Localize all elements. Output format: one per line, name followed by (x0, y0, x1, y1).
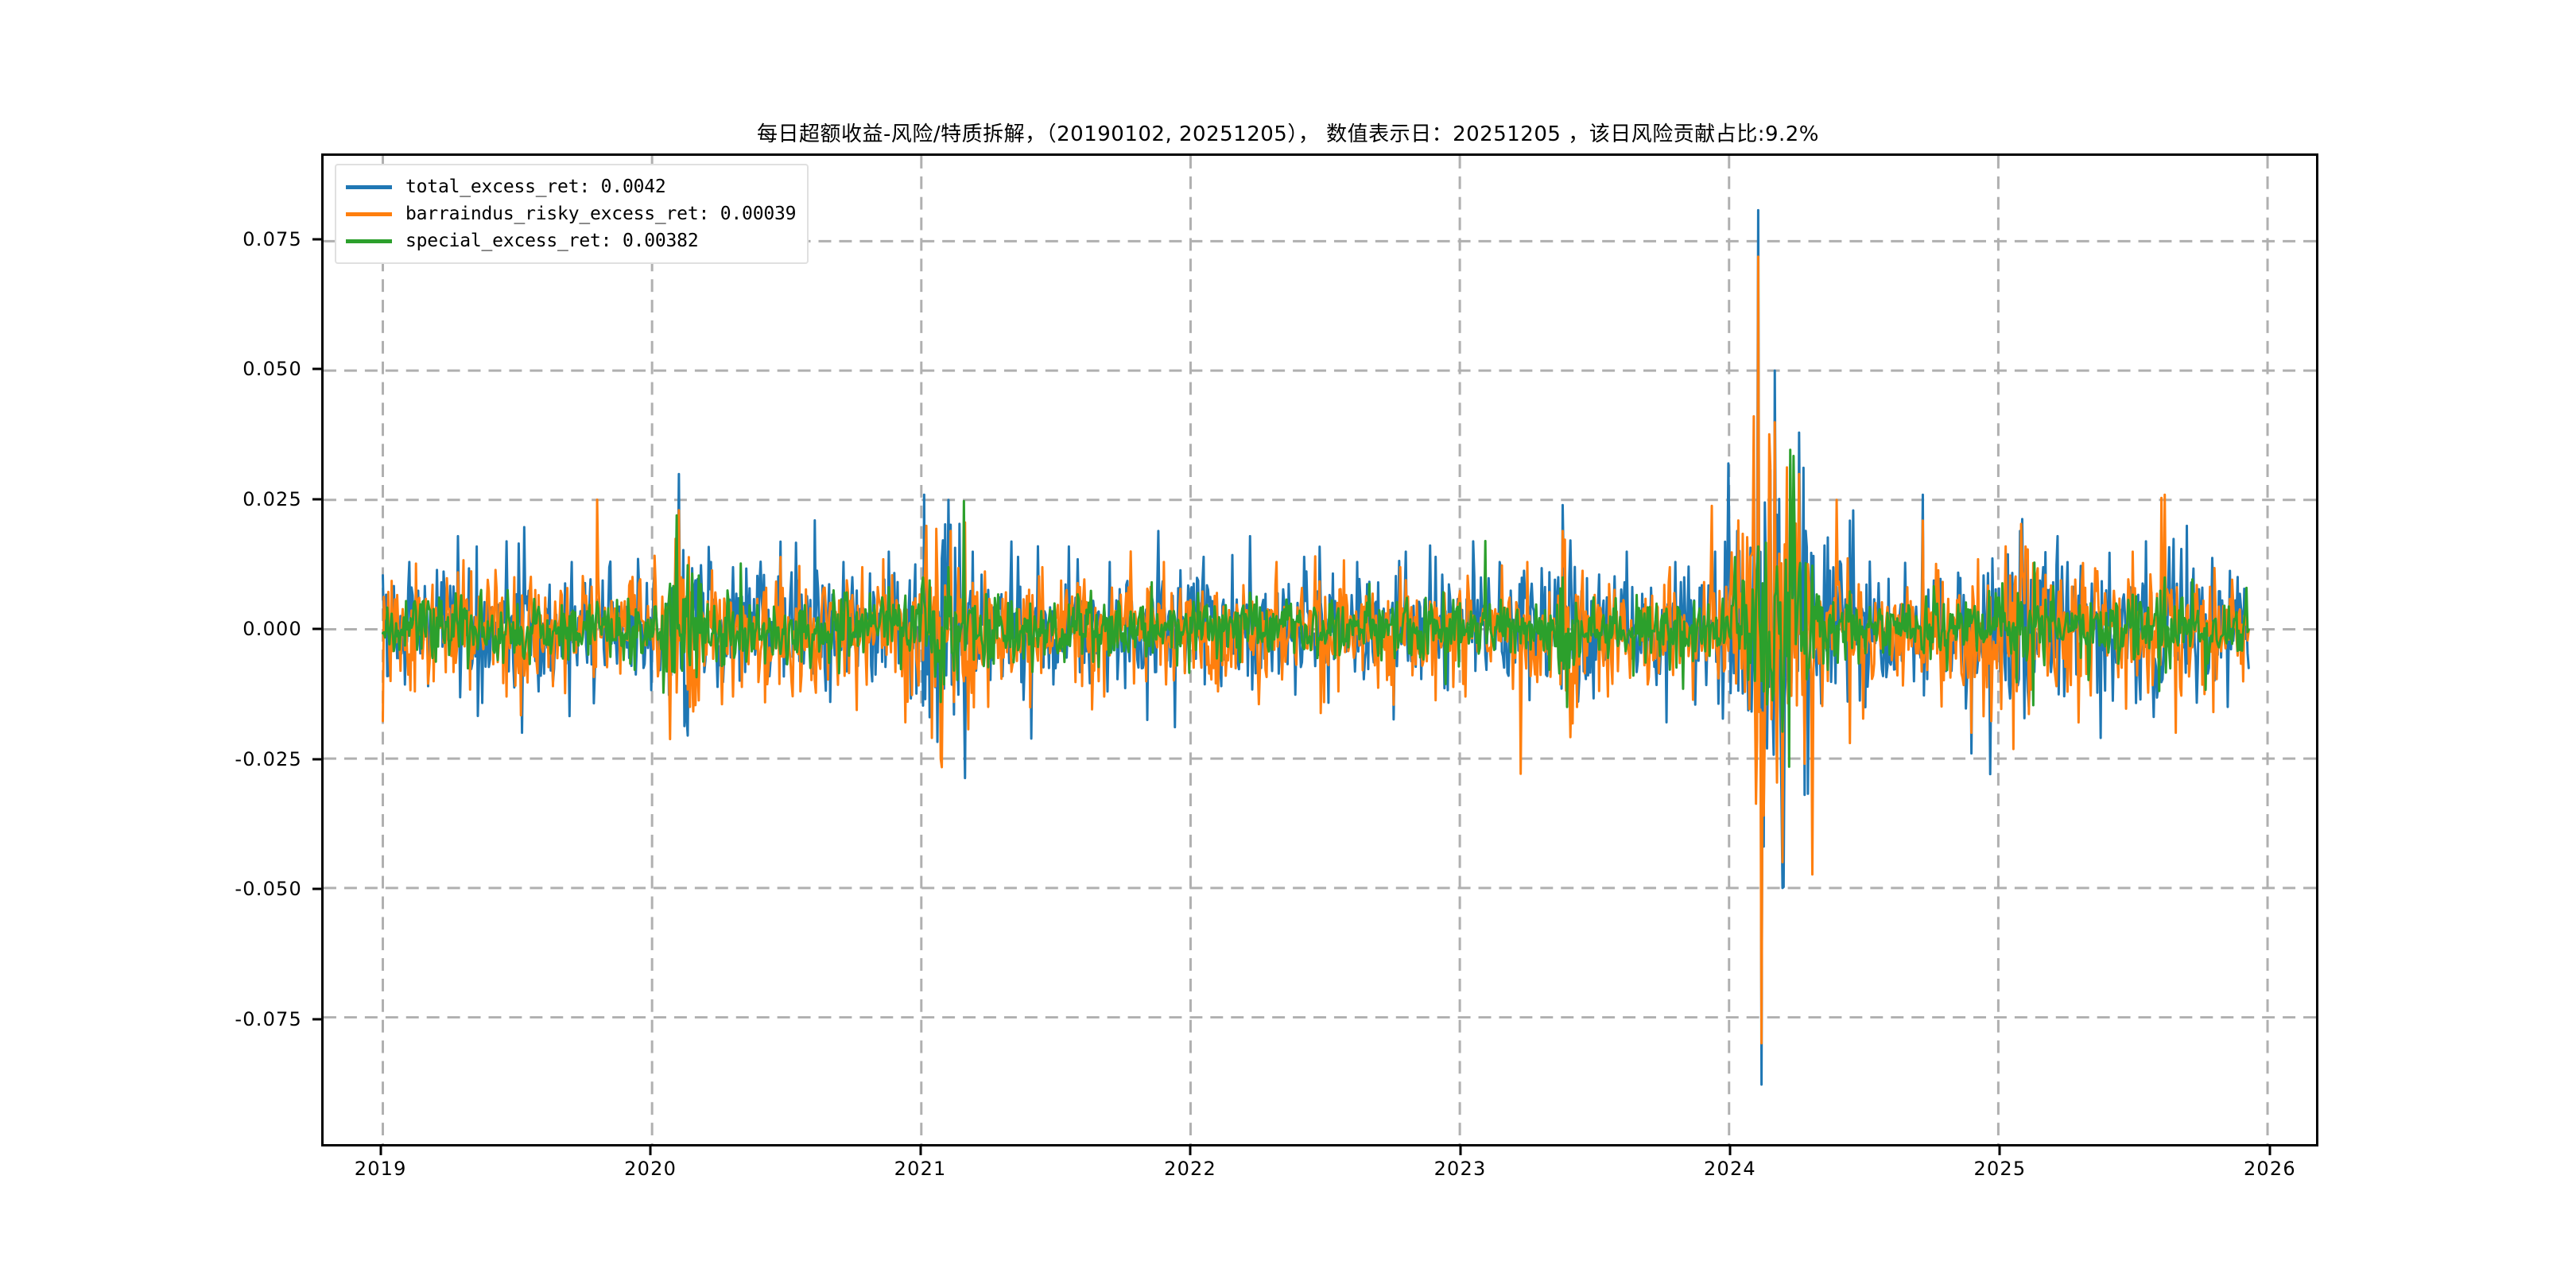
page-title: 每日超额收益-风险/特质拆解，（20190102, 20251205）， 数值表… (756, 122, 1820, 146)
y-tick-mark (312, 238, 321, 241)
legend-label-special-excess-ret: special_excess_ret: 0.00382 (405, 231, 699, 251)
x-tick-mark (649, 1146, 652, 1155)
y-tick-label: 0.025 (242, 487, 302, 510)
y-tick-mark (312, 758, 321, 761)
x-tick-mark (2268, 1146, 2271, 1155)
legend-swatch-barraindus-risky-excess-ret (346, 211, 392, 216)
legend: total_excess_ret: 0.0042 barraindus_risk… (335, 164, 809, 264)
y-tick-label: 0.075 (242, 227, 302, 250)
y-tick-mark (312, 887, 321, 890)
plot-area (321, 153, 2318, 1146)
x-tick-mark (919, 1146, 922, 1155)
y-tick-mark (312, 498, 321, 501)
y-tick-mark (312, 627, 321, 630)
x-tick-mark (1998, 1146, 2001, 1155)
y-tick-label: -0.075 (235, 1007, 302, 1030)
x-tick-label: 2026 (2243, 1158, 2296, 1180)
x-tick-label: 2022 (1164, 1158, 1216, 1180)
x-tick-label: 2023 (1433, 1158, 1487, 1180)
series-line-special-excess-ret (382, 448, 2250, 768)
legend-item-barraindus-risky[interactable]: barraindus_risky_excess_ret: 0.00039 (346, 200, 797, 227)
x-tick-label: 2020 (624, 1158, 677, 1180)
x-tick-label: 2024 (1704, 1158, 1756, 1180)
x-tick-mark (1189, 1146, 1192, 1155)
legend-swatch-special-excess-ret (346, 239, 392, 243)
x-tick-label: 2021 (894, 1158, 947, 1180)
y-tick-label: 0.000 (242, 618, 302, 641)
x-tick-mark (379, 1146, 382, 1155)
legend-item-special[interactable]: special_excess_ret: 0.00382 (346, 227, 796, 254)
y-tick-mark (312, 1018, 321, 1021)
x-tick-mark (1459, 1146, 1462, 1155)
legend-label-barraindus-risky-excess-ret: barraindus_risky_excess_ret: 0.00039 (405, 204, 797, 224)
x-tick-label: 2019 (354, 1158, 407, 1180)
x-tick-label: 2025 (1973, 1158, 2027, 1180)
legend-item-total[interactable]: total_excess_ret: 0.0042 (346, 173, 796, 200)
x-tick-mark (1728, 1146, 1732, 1155)
legend-label-total-excess-ret: total_excess_ret: 0.0042 (405, 177, 666, 197)
series-plot (324, 156, 2316, 1144)
y-tick-label: -0.025 (235, 747, 302, 770)
y-tick-label: 0.050 (242, 358, 302, 381)
y-tick-label: -0.050 (235, 878, 302, 901)
y-tick-mark (312, 367, 321, 370)
legend-swatch-total-excess-ret (346, 184, 392, 189)
